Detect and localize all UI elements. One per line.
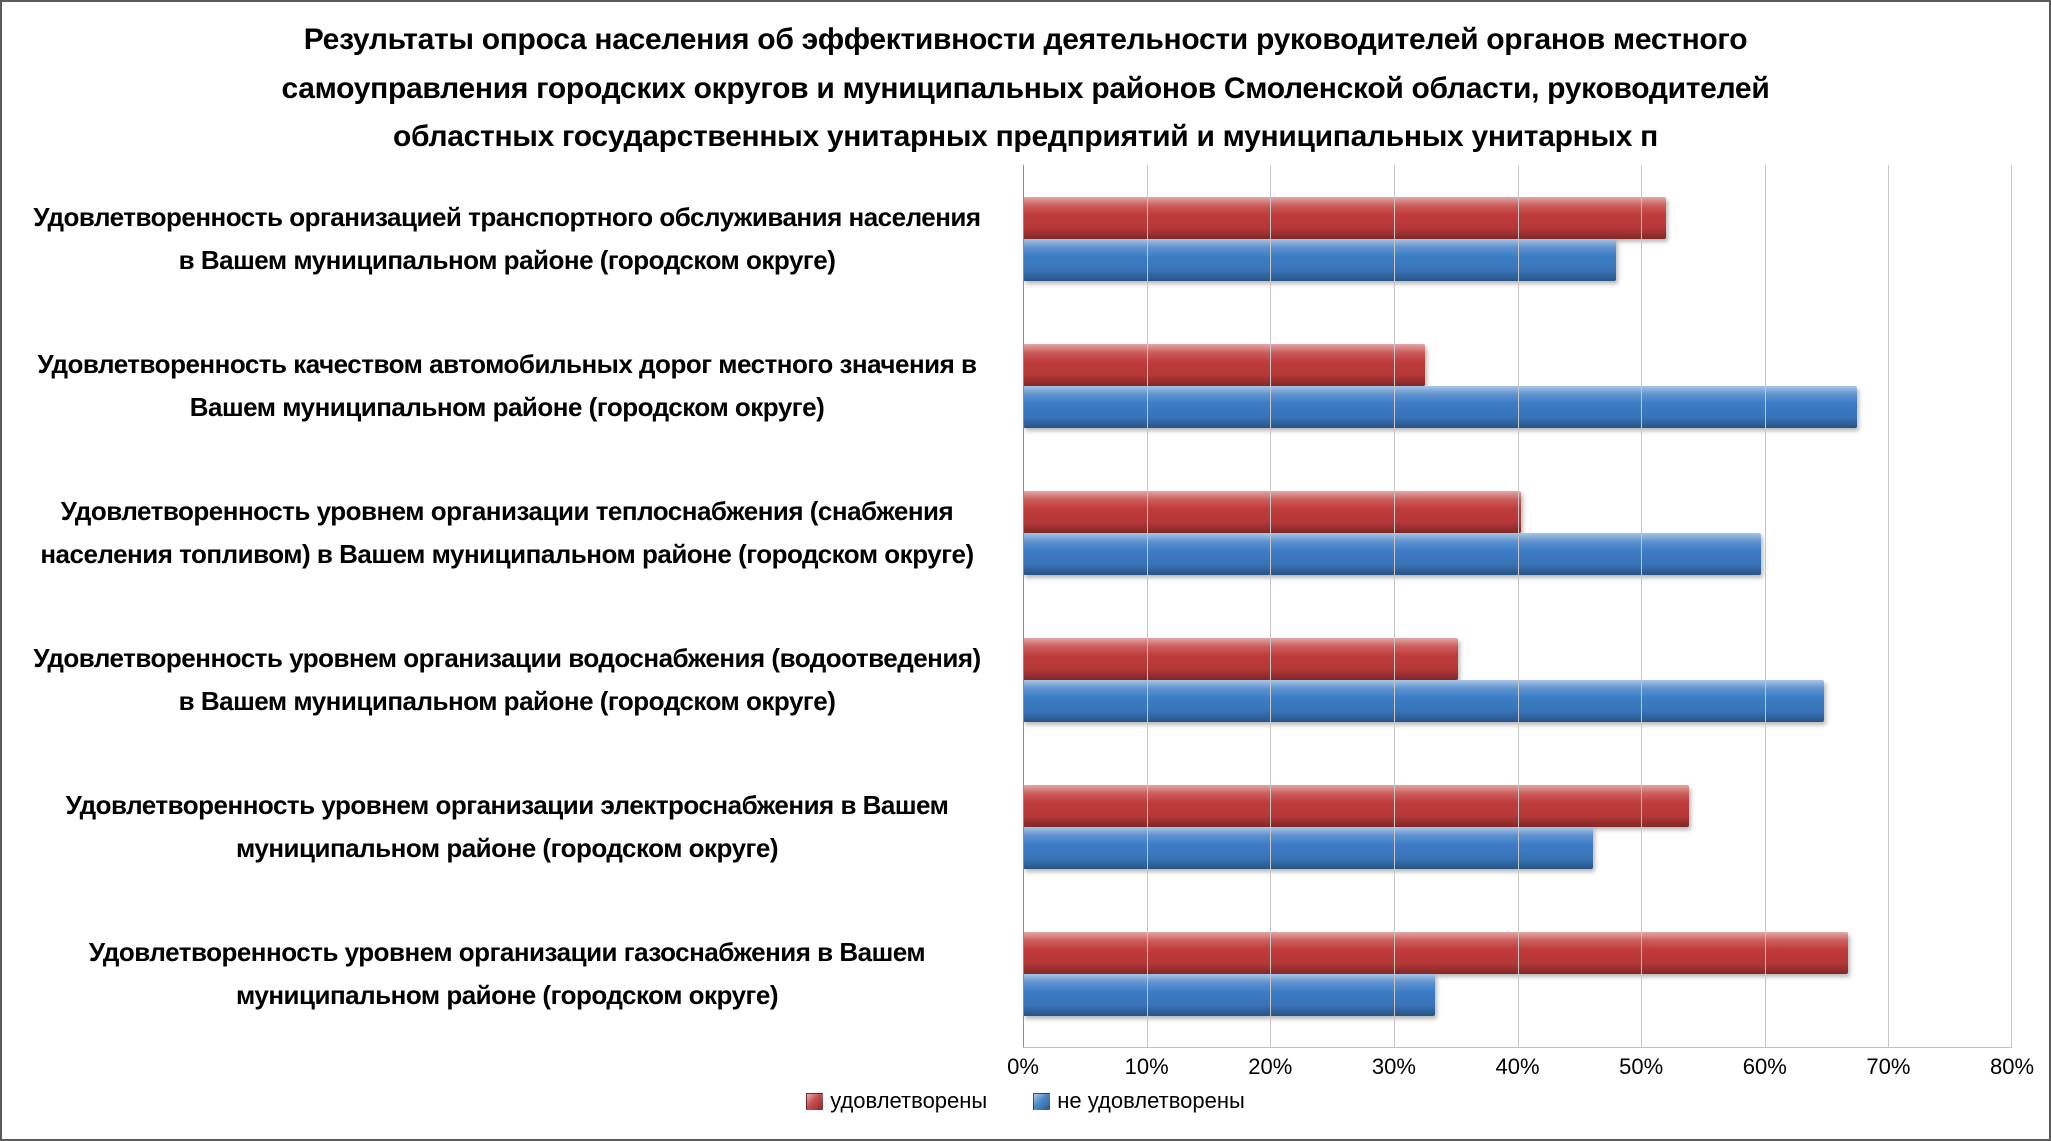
plot-area (1023, 165, 2012, 1048)
legend-marker-satisfied (806, 1092, 824, 1110)
category-axis: Удовлетворенность организацией транспорт… (24, 165, 1004, 1047)
chart-title: Результаты опроса населения об эффективн… (2, 16, 2049, 162)
bar-group (1023, 459, 2012, 606)
bar-group (1023, 606, 2012, 753)
bar-unsatisfied (1023, 238, 1617, 281)
gridline (2011, 165, 2012, 1047)
x-tick-label: 0% (1007, 1054, 1039, 1079)
x-tick-label: 80% (1989, 1054, 2035, 1079)
legend: удовлетворены не удовлетворены (2, 1088, 2049, 1114)
gridline (1641, 165, 1643, 1047)
category-label: Удовлетворенность организацией транспорт… (33, 202, 981, 275)
x-tick-label: 40% (1495, 1054, 1540, 1079)
legend-item-satisfied: удовлетворены (806, 1088, 987, 1114)
gridline (1146, 165, 1148, 1047)
gridline (1517, 165, 1519, 1047)
bar-satisfied (1023, 196, 1666, 239)
bar-group (1023, 753, 2012, 900)
category-label: Удовлетворенность уровнем организации те… (40, 496, 974, 569)
legend-marker-unsatisfied (1033, 1092, 1051, 1110)
bar-unsatisfied (1023, 679, 1825, 722)
bar-unsatisfied (1023, 532, 1762, 575)
x-tick-label: 70% (1866, 1054, 1911, 1079)
bar-satisfied (1023, 784, 1690, 827)
category-label: Удовлетворенность уровнем организации эл… (65, 790, 949, 863)
bar-unsatisfied (1023, 385, 1858, 428)
category-label: Удовлетворенность уровнем организации га… (88, 937, 926, 1010)
bar-group (1023, 900, 2012, 1047)
bar-group (1023, 165, 2012, 312)
legend-label-satisfied: удовлетворены (830, 1088, 988, 1113)
bar-group (1023, 312, 2012, 459)
y-axis-line (1023, 165, 1024, 1047)
category-label: Удовлетворенность уровнем организации во… (33, 643, 981, 716)
bar-unsatisfied (1023, 826, 1593, 869)
x-axis-ticks: 0% 10% 20% 30% 40% 50% 60% 70% 80% (1007, 1054, 2034, 1082)
gridline (1393, 165, 1395, 1047)
bar-satisfied (1023, 490, 1522, 533)
bar-satisfied (1023, 637, 1459, 680)
legend-item-unsatisfied: не удовлетворены (1033, 1088, 1245, 1114)
chart-title-line-3: областных государственных унитарных пред… (393, 120, 1658, 154)
bar-satisfied (1023, 343, 1425, 386)
gridline (1888, 165, 1890, 1047)
chart-area: Удовлетворенность организацией транспорт… (2, 165, 2049, 1048)
x-tick-label: 60% (1742, 1054, 1787, 1079)
x-tick-label: 30% (1371, 1054, 1416, 1079)
gridline (1764, 165, 1766, 1047)
chart-title-line-1: Результаты опроса населения об эффективн… (303, 23, 1748, 56)
gridline (1270, 165, 1272, 1047)
x-tick-label: 50% (1619, 1054, 1664, 1079)
bar-satisfied (1023, 931, 1848, 974)
x-tick-label: 20% (1248, 1054, 1293, 1079)
bar-unsatisfied (1023, 973, 1435, 1016)
legend-label-unsatisfied: не удовлетворены (1057, 1088, 1245, 1113)
category-label: Удовлетворенность качеством автомобильны… (37, 349, 977, 422)
x-tick-label: 10% (1124, 1054, 1169, 1079)
bars-container (1023, 165, 2012, 1047)
chart-title-line-2: самоуправления городских округов и муниц… (281, 71, 1770, 105)
